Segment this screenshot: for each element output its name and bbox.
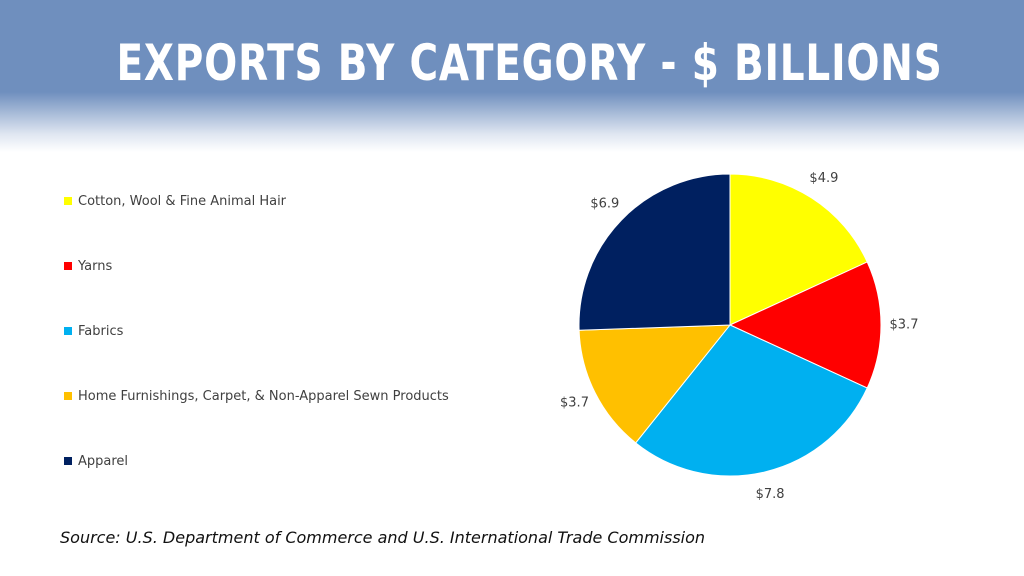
legend-label-yarns: Yarns [78, 258, 113, 274]
pie-label-fabrics: $7.8 [756, 487, 785, 502]
legend-item-apparel: Apparel [64, 451, 128, 471]
legend-label-home-furnishings: Home Furnishings, Carpet, & Non-Apparel … [78, 388, 449, 404]
pie-label-cotton: $4.9 [809, 171, 838, 186]
legend-item-cotton: Cotton, Wool & Fine Animal Hair [64, 191, 286, 211]
legend-label-apparel: Apparel [78, 453, 129, 469]
legend-swatch-cotton [64, 197, 72, 205]
source-note: Source: U.S. Department of Commerce and … [60, 528, 706, 547]
pie-slice-home-furnishings [578, 324, 732, 444]
legend-swatch-home-furnishings [64, 392, 72, 400]
page-title: EXPORTS BY CATEGORY - $ BILLIONS [0, 28, 1024, 98]
legend-swatch-apparel [64, 457, 72, 465]
pie-slice-yarns [728, 261, 882, 389]
pie-label-yarns: $3.7 [890, 318, 919, 333]
legend-label-cotton: Cotton, Wool & Fine Animal Hair [78, 193, 287, 209]
pie-slice-apparel [578, 173, 731, 331]
pie-labels: $4.9 $3.7 $7.8 $3.7 $6.9 [560, 171, 918, 502]
legend-item-home-furnishings: Home Furnishings, Carpet, & Non-Apparel … [64, 386, 449, 406]
chart-legend: Cotton, Wool & Fine Animal Hair Yarns Fa… [64, 0, 524, 576]
legend-swatch-fabrics [64, 327, 72, 335]
pie-slice-fabrics [634, 324, 868, 477]
page-title-text: EXPORTS BY CATEGORY - $ BILLIONS [116, 34, 943, 92]
legend-swatch-yarns [64, 262, 72, 270]
legend-item-fabrics: Fabrics [64, 321, 123, 341]
title-banner [0, 0, 1024, 152]
pie-slices [578, 173, 882, 477]
legend-label-fabrics: Fabrics [78, 323, 124, 339]
pie-slice-cotton [729, 173, 868, 326]
legend-item-yarns: Yarns [64, 256, 112, 276]
pie-label-apparel: $6.9 [590, 197, 619, 212]
pie-label-home-furnishings: $3.7 [560, 396, 589, 411]
